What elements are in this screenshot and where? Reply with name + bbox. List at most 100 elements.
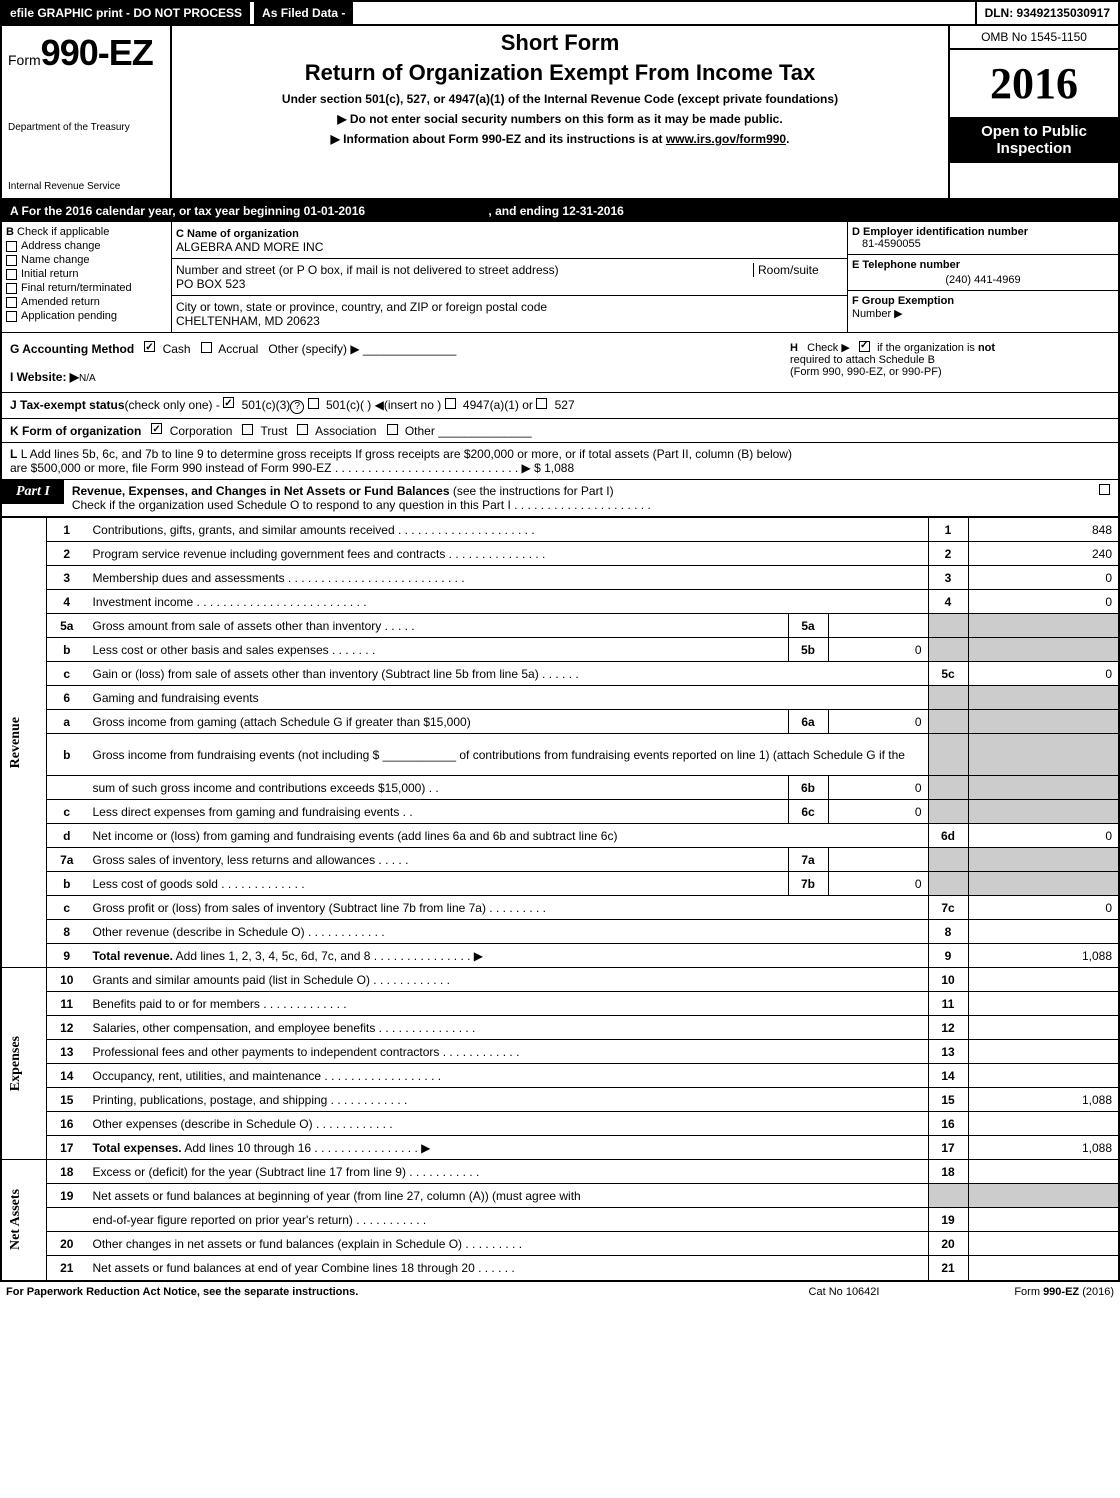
org-city: CHELTENHAM, MD 20623 <box>176 314 320 328</box>
check-501c[interactable] <box>308 398 319 409</box>
line-value <box>968 1160 1118 1184</box>
line-value-shaded <box>968 1184 1118 1208</box>
check-4947[interactable] <box>445 398 456 409</box>
line-box: 6d <box>928 824 968 848</box>
ein-value: 81-4590055 <box>852 238 1114 250</box>
line-number: 19 <box>47 1184 87 1208</box>
efile-label: efile GRAPHIC print - DO NOT PROCESS <box>2 2 250 24</box>
line-description: Gross profit or (loss) from sales of inv… <box>87 896 929 920</box>
tax-year: 2016 <box>950 50 1118 117</box>
part-1-table: Revenue1Contributions, gifts, grants, an… <box>2 517 1118 1280</box>
expenses-side-label: Expenses <box>8 1036 24 1091</box>
table-row: 11Benefits paid to or for members . . . … <box>2 992 1118 1016</box>
line-value: 1,088 <box>968 944 1118 968</box>
line-description: Net assets or fund balances at end of ye… <box>87 1256 929 1280</box>
revenue-side-label: Revenue <box>8 717 24 768</box>
line-description: Occupancy, rent, utilities, and maintena… <box>87 1064 929 1088</box>
line-box: 5c <box>928 662 968 686</box>
check-amended-return[interactable]: Amended return <box>6 296 167 308</box>
line-mid-value: 0 <box>828 800 928 824</box>
check-501c3[interactable] <box>223 397 234 408</box>
line-box: 3 <box>928 566 968 590</box>
line-number: 5a <box>47 614 87 638</box>
check-association[interactable] <box>297 424 308 435</box>
h-check: H Check ▶ if the organization is not req… <box>790 341 1110 384</box>
check-final-return[interactable]: Final return/terminated <box>6 282 167 294</box>
line-number: 11 <box>47 992 87 1016</box>
line-value: 0 <box>968 896 1118 920</box>
line-description: Salaries, other compensation, and employ… <box>87 1016 929 1040</box>
check-cash[interactable] <box>144 341 155 352</box>
row-d-ein: D Employer identification number 81-4590… <box>848 222 1118 255</box>
part-1-checkbox[interactable] <box>1088 480 1118 502</box>
table-row: end-of-year figure reported on prior yea… <box>2 1208 1118 1232</box>
table-row: 14Occupancy, rent, utilities, and mainte… <box>2 1064 1118 1088</box>
check-527[interactable] <box>536 398 547 409</box>
line-value-shaded <box>968 686 1118 710</box>
form-page: efile GRAPHIC print - DO NOT PROCESS As … <box>0 0 1120 1282</box>
short-form-label: Short Form <box>180 30 940 56</box>
line-mid-box: 6b <box>788 776 828 800</box>
line-value-shaded <box>968 638 1118 662</box>
form-header: Form 990-EZ Department of the Treasury I… <box>2 26 1118 200</box>
line-mid-value: 0 <box>828 872 928 896</box>
line-description: Gross sales of inventory, less returns a… <box>87 848 789 872</box>
check-other-org[interactable] <box>387 424 398 435</box>
line-description: Professional fees and other payments to … <box>87 1040 929 1064</box>
help-icon[interactable]: ? <box>290 400 304 414</box>
table-row: 16Other expenses (describe in Schedule O… <box>2 1112 1118 1136</box>
check-accrual[interactable] <box>201 342 212 353</box>
line-value: 0 <box>968 566 1118 590</box>
part-1-title: Revenue, Expenses, and Changes in Net As… <box>64 480 1088 516</box>
check-address-change[interactable]: Address change <box>6 240 167 252</box>
part-1-header: Part I Revenue, Expenses, and Changes in… <box>2 480 1118 517</box>
line-value: 848 <box>968 518 1118 542</box>
line-value <box>968 1256 1118 1280</box>
line-box: 18 <box>928 1160 968 1184</box>
org-street: PO BOX 523 <box>176 277 245 291</box>
table-row: 13Professional fees and other payments t… <box>2 1040 1118 1064</box>
line-box: 20 <box>928 1232 968 1256</box>
line-description: end-of-year figure reported on prior yea… <box>87 1208 929 1232</box>
line-description: Gain or (loss) from sale of assets other… <box>87 662 929 686</box>
line-description: Investment income . . . . . . . . . . . … <box>87 590 929 614</box>
table-row: dNet income or (loss) from gaming and fu… <box>2 824 1118 848</box>
line-description: Total expenses. Add lines 10 through 16 … <box>87 1136 929 1160</box>
row-a: A For the 2016 calendar year, or tax yea… <box>2 200 1118 222</box>
check-h-schedule-b[interactable] <box>859 341 870 352</box>
c-street-row: Number and street (or P O box, if mail i… <box>172 259 847 296</box>
line-number: 16 <box>47 1112 87 1136</box>
line-box-shaded <box>928 638 968 662</box>
check-application-pending[interactable]: Application pending <box>6 310 167 322</box>
line-box-shaded <box>928 848 968 872</box>
check-trust[interactable] <box>242 424 253 435</box>
line-number: 8 <box>47 920 87 944</box>
line-mid-value: 0 <box>828 638 928 662</box>
check-corporation[interactable] <box>151 423 162 434</box>
table-row: cGain or (loss) from sale of assets othe… <box>2 662 1118 686</box>
line-value <box>968 1016 1118 1040</box>
table-row: cLess direct expenses from gaming and fu… <box>2 800 1118 824</box>
line-value <box>968 920 1118 944</box>
line-mid-box: 6a <box>788 710 828 734</box>
line-value-shaded <box>968 734 1118 776</box>
irs-link[interactable]: www.irs.gov/form990 <box>666 132 786 146</box>
check-initial-return[interactable]: Initial return <box>6 268 167 280</box>
line-description: Benefits paid to or for members . . . . … <box>87 992 929 1016</box>
line-number: 2 <box>47 542 87 566</box>
line-box: 1 <box>928 518 968 542</box>
dept-treasury: Department of the Treasury <box>8 122 164 133</box>
org-name: ALGEBRA AND MORE INC <box>176 240 323 254</box>
form-number: Form 990-EZ <box>8 32 164 74</box>
footer-left: For Paperwork Reduction Act Notice, see … <box>6 1286 754 1298</box>
line-number <box>47 776 87 800</box>
line-box: 17 <box>928 1136 968 1160</box>
netassets-side-label: Net Assets <box>8 1189 24 1250</box>
line-mid-box: 5b <box>788 638 828 662</box>
check-name-change[interactable]: Name change <box>6 254 167 266</box>
line-number: 18 <box>47 1160 87 1184</box>
line-mid-value: 0 <box>828 710 928 734</box>
column-d-e-f: D Employer identification number 81-4590… <box>848 222 1118 332</box>
b-label: B <box>6 226 14 238</box>
line-description: Gross income from fundraising events (no… <box>87 734 929 776</box>
